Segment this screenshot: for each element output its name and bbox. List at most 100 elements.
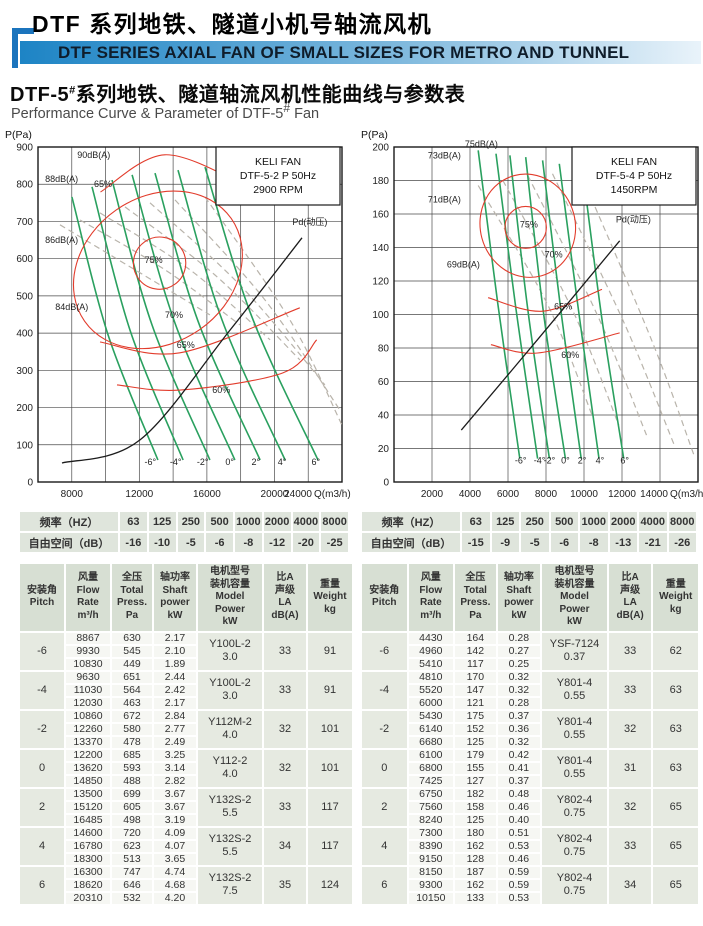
- weight: 65: [653, 866, 698, 904]
- total-pressure: 672: [112, 710, 152, 722]
- x-tick-label: 12000: [608, 489, 636, 500]
- fan-parameter-table: 安装角 Pitch 风量 Flow Rate m³/h 全压 Total Press. Pa 轴功率…: [18, 562, 354, 906]
- total-pressure: 155: [455, 762, 496, 774]
- total-pressure: 646: [112, 879, 152, 891]
- shaft-power: 0.46: [497, 853, 541, 865]
- y-axis-unit: P(Pa): [361, 129, 388, 141]
- pitch-angle: 2: [20, 788, 64, 826]
- flow-rate: 5520: [408, 684, 454, 696]
- frequency-value: 4000: [292, 512, 320, 531]
- pressure-curve: [177, 169, 286, 461]
- shaft-power: 0.41: [497, 762, 541, 774]
- curve-label: Pd(动压): [292, 217, 327, 227]
- noise-level: 32: [264, 710, 306, 748]
- frequency-value: 250: [521, 512, 549, 531]
- blade-angle-label: -2°: [197, 457, 209, 467]
- y-tick-label: 700: [16, 217, 33, 228]
- y-tick-label: 100: [372, 310, 389, 321]
- weight: 91: [308, 632, 352, 670]
- y-tick-label: 80: [378, 344, 390, 355]
- frequency-value: 125: [148, 512, 176, 531]
- shaft-power: 4.74: [154, 866, 196, 878]
- noise-level: 32: [608, 710, 652, 748]
- attenuation-value: -25: [321, 533, 348, 552]
- column-header: 风量 Flow Rate m³/h: [408, 564, 454, 631]
- efficiency-contour: [490, 332, 620, 354]
- plot-border: [393, 146, 699, 483]
- total-pressure: 127: [455, 775, 496, 787]
- curve-label: 75dB(A): [465, 139, 498, 149]
- curve-label: 65%: [554, 301, 572, 311]
- frequency-value: 2000: [263, 512, 291, 531]
- column-header: 重量 Weight kg: [653, 564, 698, 631]
- pitch-angle: -4: [20, 671, 64, 709]
- parameter-table-dtf-5-2: 安装角 Pitch 风量 Flow Rate m³/h 全压 Total Press. Pa 轴功率…: [18, 562, 352, 906]
- shaft-power: 4.07: [154, 840, 196, 852]
- pitch-angle: -4: [362, 671, 407, 709]
- pitch-angle: -2: [362, 710, 407, 748]
- noise-level: 33: [264, 632, 306, 670]
- noise-spectrum-table: 频率（HZ） 63 125 250 500 1000 2000 4000 8000 自由空间（dB…: [360, 510, 698, 554]
- power-curve: [59, 224, 211, 316]
- curve-label: Pd(动压): [616, 214, 651, 224]
- performance-chart-dtf-5-4: KELI FAN DTF-5-4 P 50Hz 1450RPM 75dB(A) 73dB…: [361, 129, 703, 500]
- frequency-label: 频率（HZ）: [362, 512, 460, 531]
- x-tick-label: 2000: [421, 489, 444, 500]
- efficiency-contour: [504, 205, 547, 249]
- legend-text: KELI FAN: [255, 156, 301, 168]
- efficiency-contour: [487, 288, 603, 312]
- attenuation-value: -5: [521, 533, 549, 552]
- flow-rate: 10830: [66, 658, 110, 670]
- attenuation-value: -5: [177, 533, 205, 552]
- column-header: 全压 Total Press. Pa: [455, 564, 496, 631]
- total-pressure: 117: [455, 658, 496, 670]
- power-curve: [204, 196, 343, 426]
- blade-angle-label: 6°: [312, 457, 321, 467]
- shaft-power: 2.10: [154, 645, 196, 657]
- flow-rate: 13620: [66, 762, 110, 774]
- column-header: 全压 Total Press. Pa: [112, 564, 152, 631]
- attenuation-value: -16: [120, 533, 147, 552]
- flow-rate: 5430: [408, 710, 454, 722]
- shaft-power: 0.25: [497, 658, 541, 670]
- curve-label: 65%: [177, 340, 195, 350]
- curve-label: 75%: [520, 219, 538, 229]
- shaft-power: 2.77: [154, 723, 196, 735]
- frequency-value: 8000: [668, 512, 696, 531]
- pressure-curve: [111, 179, 211, 461]
- noise-level: 33: [608, 827, 652, 865]
- shaft-power: 2.84: [154, 710, 196, 722]
- shaft-power: 3.19: [154, 814, 196, 826]
- x-tick-label: 14000: [640, 489, 668, 500]
- total-pressure: 699: [112, 788, 152, 800]
- shaft-power: 4.68: [154, 879, 196, 891]
- total-pressure: 651: [112, 671, 152, 683]
- total-pressure: 545: [112, 645, 152, 657]
- legend-text: 1450RPM: [611, 184, 658, 196]
- blade-angle-label: 2°: [578, 456, 587, 466]
- total-pressure: 580: [112, 723, 152, 735]
- weight: 62: [653, 632, 698, 670]
- shaft-power: 2.82: [154, 775, 196, 787]
- pitch-angle: 6: [20, 866, 64, 904]
- flow-rate: 9930: [66, 645, 110, 657]
- shaft-power: 0.48: [497, 788, 541, 800]
- curve-label: 70%: [165, 310, 183, 320]
- total-pressure: 449: [112, 658, 152, 670]
- flow-rate: 4960: [408, 645, 454, 657]
- pressure-curve: [495, 153, 539, 459]
- flow-rate: 6000: [408, 697, 454, 709]
- noise-spectrum-table-left: 频率（HZ） 63 125 250 500 1000 2000 4000 8000 自由空间（dB…: [18, 510, 350, 554]
- flow-rate: 4810: [408, 671, 454, 683]
- shaft-power: 0.59: [497, 879, 541, 891]
- flow-rate: 6100: [408, 749, 454, 761]
- shaft-power: 3.67: [154, 801, 196, 813]
- flow-rate: 13370: [66, 736, 110, 748]
- flow-rate: 8150: [408, 866, 454, 878]
- y-tick-label: 180: [372, 176, 389, 187]
- weight: 63: [653, 710, 698, 748]
- pressure-curve: [581, 165, 625, 459]
- total-pressure: 630: [112, 632, 152, 644]
- shaft-power: 0.32: [497, 671, 541, 683]
